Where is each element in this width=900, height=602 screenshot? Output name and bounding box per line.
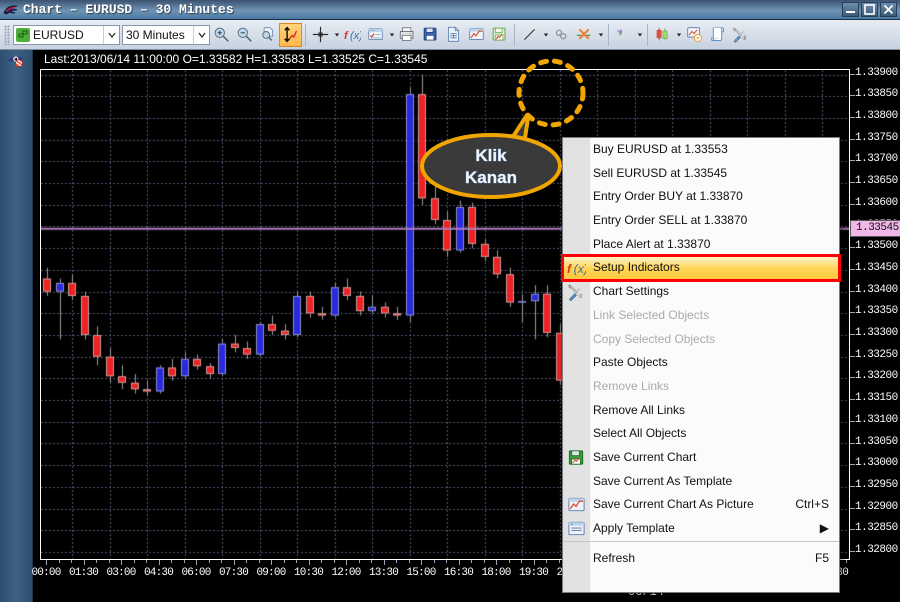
svg-text:Klik: Klik: [475, 146, 507, 165]
svg-text:(x): (x): [350, 30, 361, 42]
svg-text:f: f: [567, 262, 573, 276]
svg-text:Kanan: Kanan: [465, 168, 517, 187]
svg-text:f: f: [344, 30, 349, 42]
svg-text:(x): (x): [574, 262, 586, 276]
